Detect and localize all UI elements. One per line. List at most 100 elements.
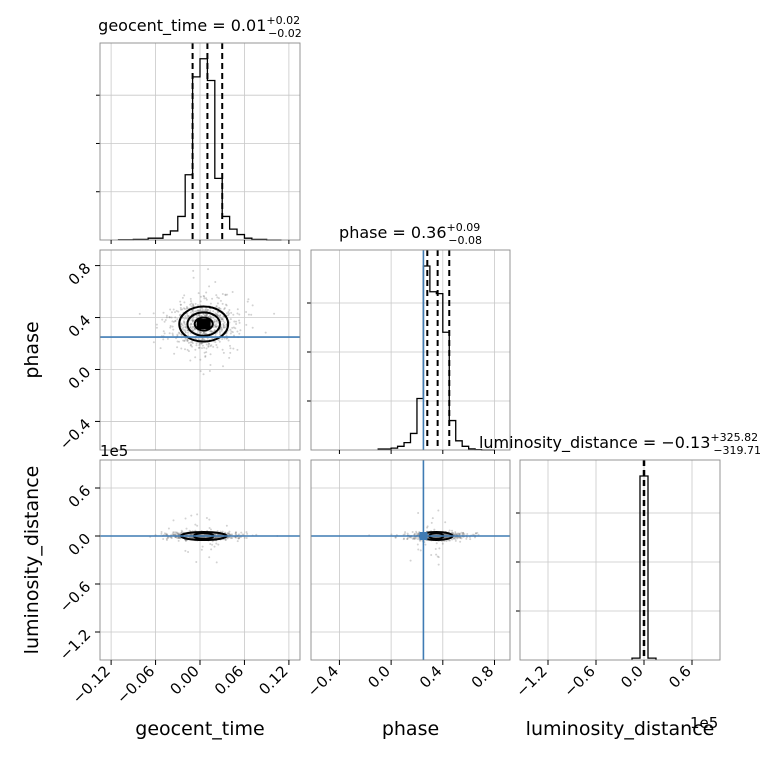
sample-point xyxy=(181,530,184,533)
sample-point xyxy=(229,537,232,540)
sample-point xyxy=(463,533,466,536)
sample-point xyxy=(210,344,213,347)
sample-point xyxy=(436,533,439,536)
x-tick-label: 0.4 xyxy=(416,662,446,692)
sample-point xyxy=(187,315,190,318)
sample-point xyxy=(171,533,174,536)
sample-point xyxy=(182,320,185,323)
sample-point xyxy=(200,331,203,334)
sample-point xyxy=(245,531,248,534)
sample-point xyxy=(194,302,197,305)
sample-point xyxy=(201,344,204,347)
sample-point xyxy=(191,317,194,320)
sample-point xyxy=(218,315,221,318)
sample-point xyxy=(230,311,233,314)
sample-point xyxy=(454,531,457,534)
sample-point xyxy=(205,343,208,346)
sample-point xyxy=(184,517,187,520)
sample-point xyxy=(208,518,211,521)
sample-point xyxy=(194,310,197,313)
sample-point xyxy=(212,326,215,329)
sample-point xyxy=(217,339,220,342)
sample-point xyxy=(204,355,207,358)
sample-point xyxy=(221,292,224,295)
sample-point xyxy=(177,310,180,313)
hist-bar xyxy=(185,175,192,240)
sample-point xyxy=(212,345,215,348)
hist-bar xyxy=(170,231,177,240)
sample-point xyxy=(215,536,218,539)
histogram-geocent_time xyxy=(117,58,282,241)
sample-point xyxy=(226,532,229,535)
sample-point xyxy=(189,533,192,536)
sample-point xyxy=(216,319,219,322)
sample-point xyxy=(472,533,475,536)
sample-point xyxy=(200,342,203,345)
sample-point xyxy=(460,537,463,540)
sample-point xyxy=(191,309,194,312)
sample-point xyxy=(223,307,226,310)
truth-marker xyxy=(419,532,428,540)
sample-point xyxy=(406,538,409,541)
sample-point xyxy=(417,538,420,541)
sample-point xyxy=(225,337,228,340)
sample-point xyxy=(413,537,416,540)
sample-point xyxy=(452,532,455,535)
sample-point xyxy=(198,314,201,317)
sample-point xyxy=(189,311,192,314)
sample-point xyxy=(412,536,415,539)
sample-point xyxy=(191,319,194,322)
sample-point xyxy=(203,338,206,341)
sample-point xyxy=(225,304,228,307)
sample-point xyxy=(236,540,239,543)
hist-bar xyxy=(163,235,170,240)
sample-point xyxy=(217,297,220,300)
sample-point xyxy=(203,533,206,536)
sample-point xyxy=(210,329,213,332)
sample-point xyxy=(199,370,202,373)
sample-point xyxy=(227,314,230,317)
sample-point xyxy=(251,326,254,329)
sample-point xyxy=(187,334,190,337)
sample-point xyxy=(190,514,193,517)
sample-point xyxy=(216,346,219,349)
sample-point xyxy=(461,533,464,536)
title-plus: +325.82 xyxy=(710,431,758,444)
sample-point xyxy=(163,532,166,535)
sample-point xyxy=(246,532,249,535)
sample-point xyxy=(186,306,189,309)
sample-point xyxy=(138,312,141,315)
sample-point xyxy=(205,516,208,519)
x-tick-label: 0.06 xyxy=(211,662,247,698)
sample-point xyxy=(456,537,459,540)
sample-point xyxy=(221,318,224,321)
sample-point xyxy=(189,297,192,300)
sample-point xyxy=(152,312,155,315)
sample-point xyxy=(233,320,236,323)
sample-point xyxy=(234,536,237,539)
sample-point xyxy=(203,351,206,354)
sample-point xyxy=(219,530,222,533)
sample-point xyxy=(224,303,227,306)
sample-point xyxy=(192,326,195,329)
sample-point xyxy=(173,352,176,355)
scatter-panel-geocent_time-luminosity_distance xyxy=(99,459,301,661)
sample-point xyxy=(413,537,416,540)
sample-point xyxy=(204,536,207,539)
sample-point xyxy=(192,276,195,279)
sample-point xyxy=(209,363,212,366)
sample-point xyxy=(168,316,171,319)
sample-point xyxy=(413,537,416,540)
sample-point xyxy=(207,343,210,346)
sample-point xyxy=(476,531,479,534)
sample-point xyxy=(165,533,168,536)
sample-point xyxy=(202,309,205,312)
sample-point xyxy=(181,327,184,330)
sample-point xyxy=(201,536,204,539)
sample-point xyxy=(208,342,211,345)
sample-point xyxy=(222,323,225,326)
sample-point xyxy=(230,537,233,540)
sample-point xyxy=(222,322,225,325)
sample-point xyxy=(180,333,183,336)
